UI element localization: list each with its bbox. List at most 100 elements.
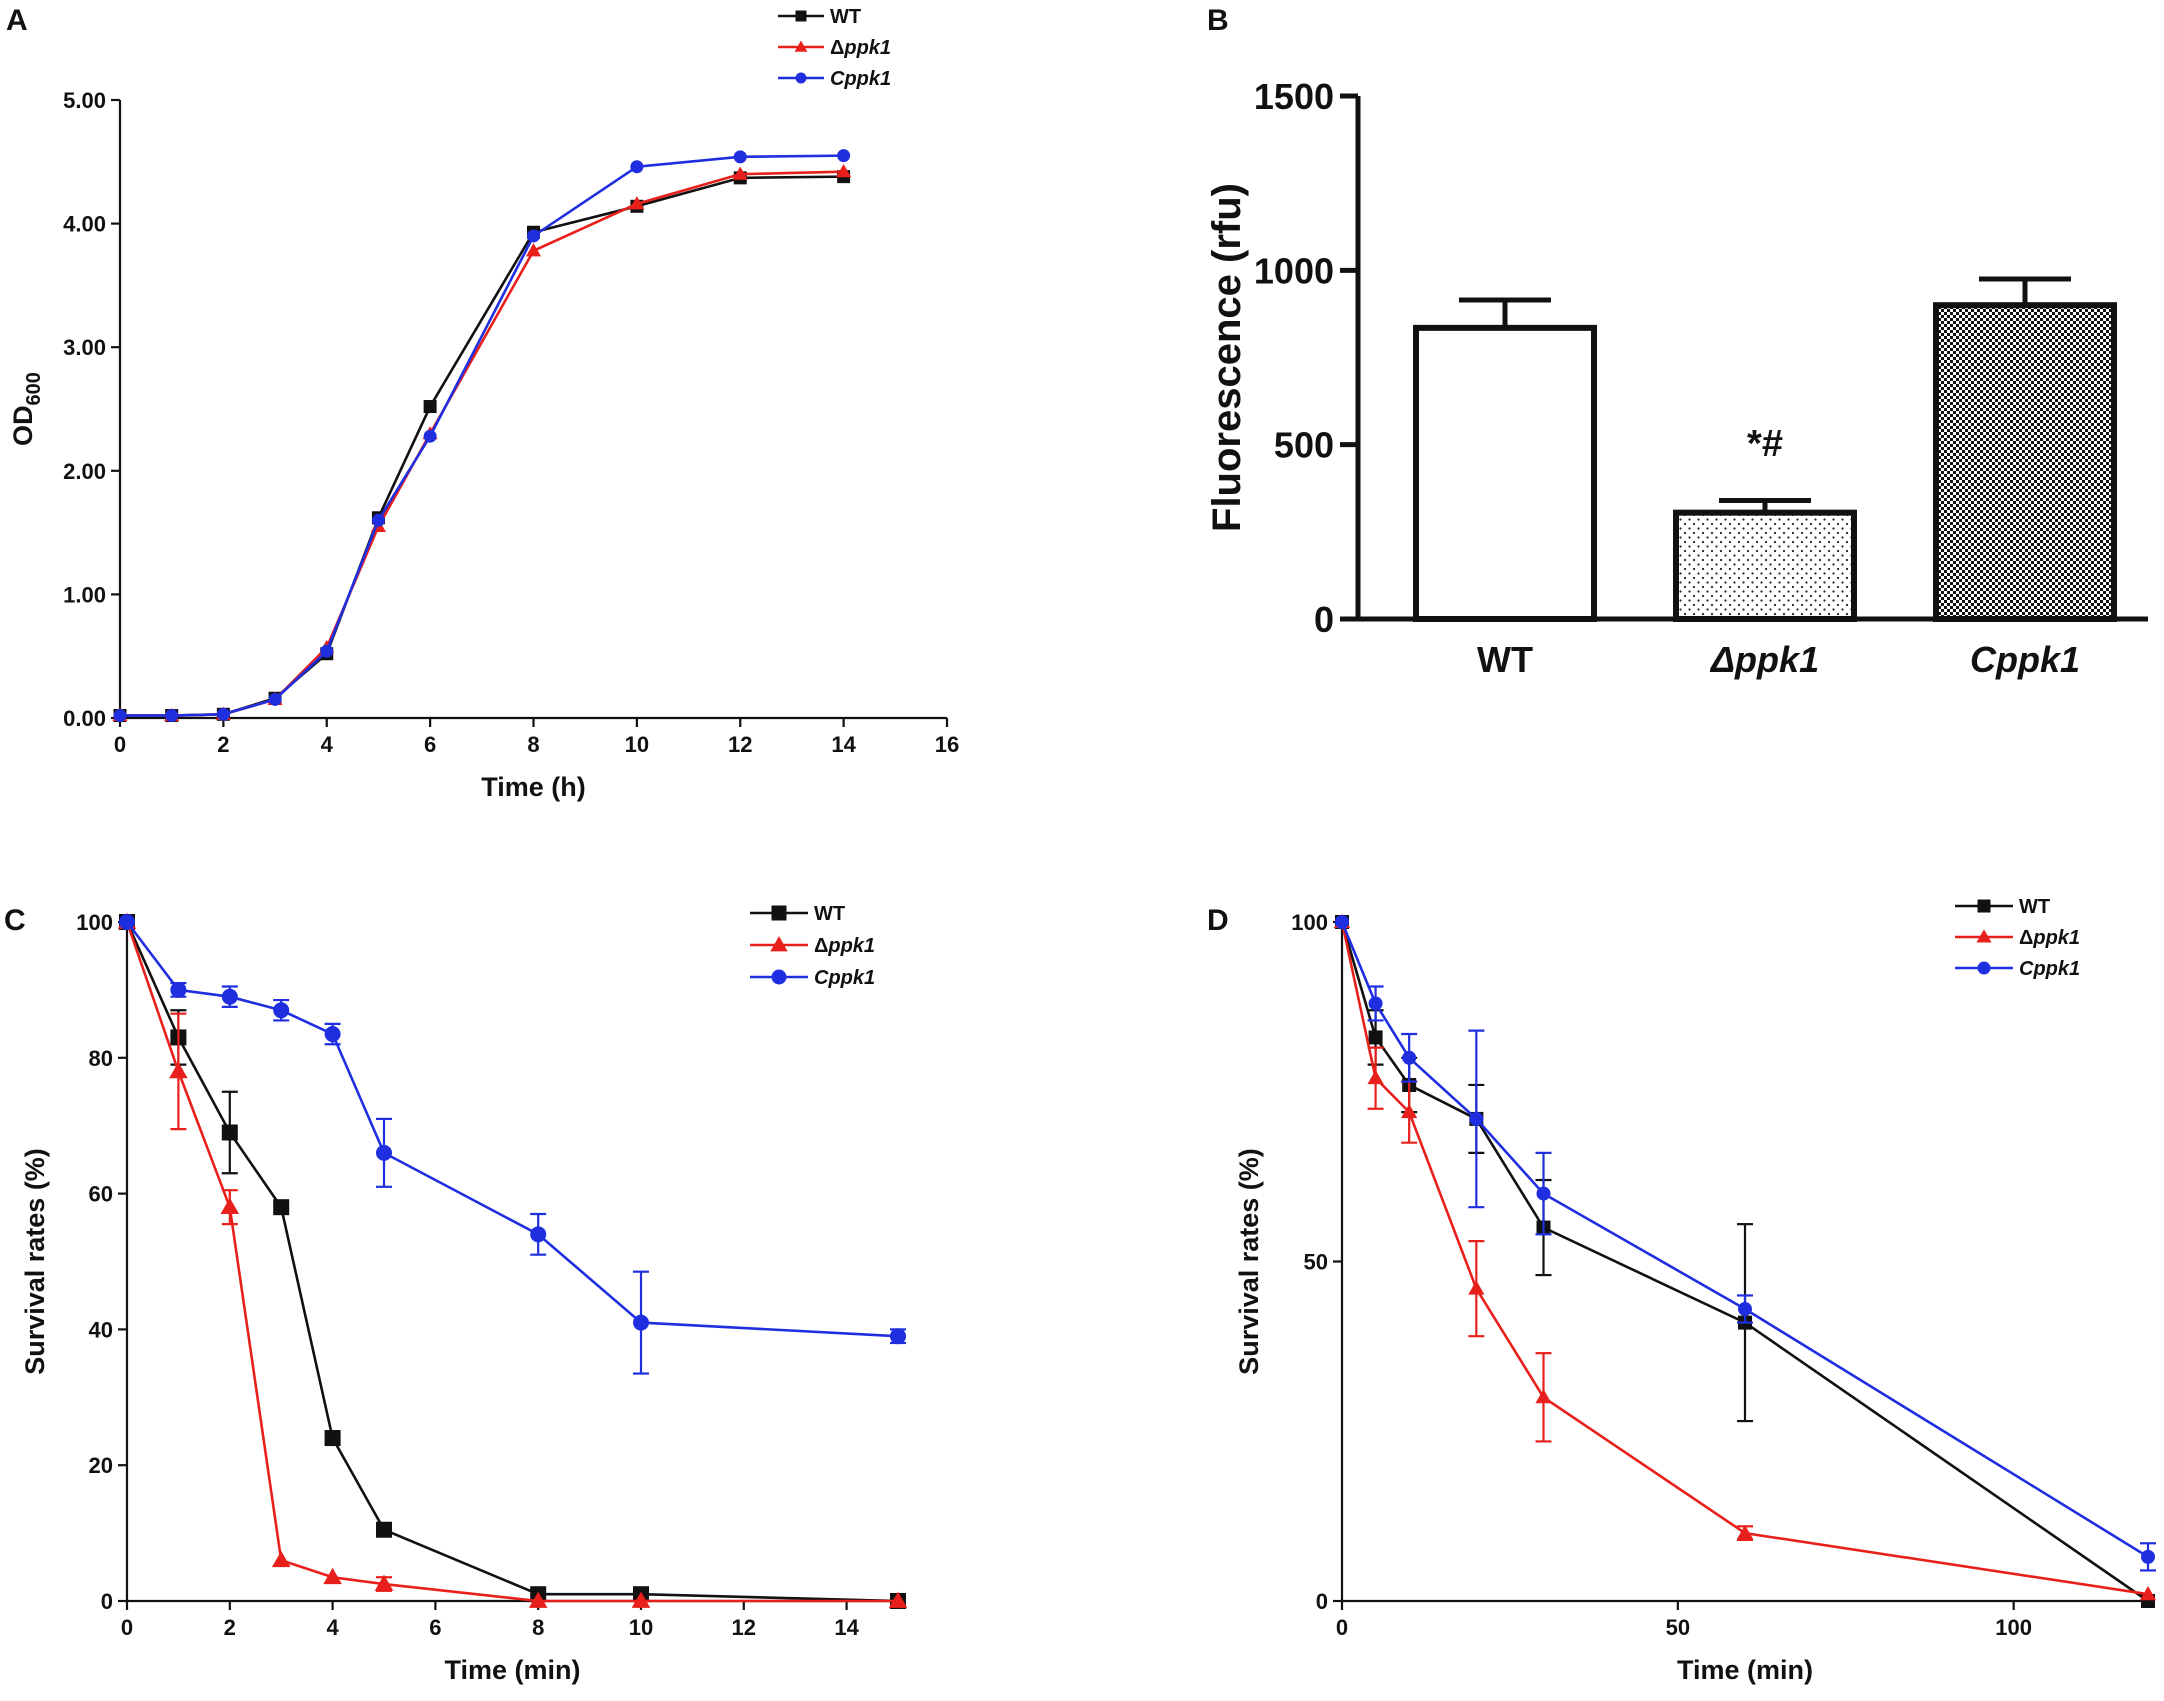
data-point bbox=[890, 1328, 906, 1345]
x-axis-title: Time (min) bbox=[444, 1655, 580, 1685]
data-point bbox=[1535, 1389, 1552, 1404]
data-point bbox=[1367, 1069, 1384, 1085]
panel-c: 0 2 4 6 8 10 12 14 0 20 40 60 80 100 Time (min) Surviva… bbox=[4, 903, 908, 1685]
legend-label: Δppk1 bbox=[2019, 927, 2080, 949]
data-point bbox=[1468, 1280, 1485, 1295]
y-axis-title: OD600 bbox=[8, 372, 45, 446]
y-tick-label: 40 bbox=[89, 1317, 113, 1342]
x-tick-label: 12 bbox=[732, 1615, 756, 1640]
x-tick-label: 14 bbox=[831, 732, 856, 757]
data-point bbox=[629, 196, 645, 210]
data-point bbox=[631, 1591, 651, 1608]
data-point bbox=[165, 709, 179, 723]
data-point bbox=[888, 1591, 908, 1608]
series-delta-ppk1 bbox=[112, 164, 852, 722]
y-axis-title: Fluorescence (rfu) bbox=[1205, 183, 1249, 532]
legend: WT Δppk1 Cppk1 bbox=[1955, 896, 2080, 980]
x-tick-label: 10 bbox=[625, 732, 649, 757]
data-point bbox=[1736, 1524, 1754, 1540]
data-point bbox=[528, 1591, 548, 1608]
legend: WT Δppk1 Cppk1 bbox=[778, 6, 891, 90]
legend-label: Cppk1 bbox=[830, 68, 891, 90]
data-point bbox=[2141, 1549, 2155, 1564]
x-tick-label: 0 bbox=[121, 1615, 133, 1640]
data-point bbox=[1401, 1103, 1418, 1119]
bar bbox=[1673, 509, 1857, 623]
data-point bbox=[271, 1550, 291, 1568]
x-tick-label: 0 bbox=[114, 732, 126, 757]
legend-label: Δppk1 bbox=[830, 37, 891, 59]
x-tick-label: 4 bbox=[321, 732, 334, 757]
x-tick-label: 4 bbox=[326, 1615, 339, 1640]
data-point bbox=[633, 1314, 649, 1331]
series-line bbox=[120, 175, 844, 717]
data-point bbox=[374, 1574, 394, 1591]
data-point bbox=[1402, 1050, 1417, 1065]
series-cppk1 bbox=[119, 914, 906, 1375]
data-point bbox=[324, 1026, 341, 1043]
y-tick-label: 0.00 bbox=[63, 706, 106, 731]
bar bbox=[1933, 302, 2117, 622]
x-tick-label: 0 bbox=[1336, 1615, 1348, 1640]
x-tick-label: 6 bbox=[429, 1615, 441, 1640]
x-tick-label: 8 bbox=[527, 732, 539, 757]
y-tick-label: 1.00 bbox=[63, 582, 106, 607]
series-line bbox=[125, 921, 898, 1603]
series-cppk1 bbox=[1335, 915, 2156, 1572]
data-point bbox=[2139, 1585, 2157, 1601]
y-tick-label: 2.00 bbox=[63, 459, 106, 484]
y-axis-title: Survival rates (%) bbox=[20, 1148, 50, 1375]
legend-marker bbox=[1977, 899, 1991, 913]
legend-label: WT bbox=[814, 903, 845, 925]
legend-marker bbox=[770, 936, 788, 952]
y-axis-title: Survival rates (%) bbox=[1234, 1148, 1264, 1375]
series-delta-ppk1 bbox=[117, 912, 908, 1608]
data-point bbox=[221, 1124, 238, 1141]
x-tick-label: 10 bbox=[629, 1615, 653, 1640]
data-point bbox=[220, 1197, 240, 1215]
legend-marker bbox=[771, 969, 787, 985]
data-point bbox=[423, 429, 437, 443]
panel-d: 0 50 100 0 50 100 Time (min) Survival rates (%)… bbox=[1207, 896, 2157, 1685]
legend-marker bbox=[1977, 961, 1991, 975]
legend-label: Cppk1 bbox=[2019, 958, 2080, 980]
data-point bbox=[1536, 1186, 1551, 1201]
legend-label: Δppk1 bbox=[814, 935, 875, 957]
x-tick-label: 12 bbox=[728, 732, 752, 757]
data-point bbox=[732, 166, 748, 180]
x-tick-label: 8 bbox=[532, 1615, 544, 1640]
bar-group-3: Cppk1 bbox=[1933, 276, 2117, 680]
x-tick-label: 2 bbox=[224, 1615, 236, 1640]
data-point bbox=[170, 981, 187, 998]
data-point bbox=[320, 644, 334, 658]
series-line bbox=[120, 154, 844, 717]
data-point bbox=[273, 1002, 290, 1019]
x-tick-label: Δppk1 bbox=[1709, 639, 1819, 680]
data-point bbox=[113, 709, 127, 723]
y-tick-label: 0 bbox=[1316, 1589, 1328, 1614]
x-tick-label: 50 bbox=[1666, 1615, 1690, 1640]
x-tick-label: 6 bbox=[424, 732, 436, 757]
y-tick-label: 60 bbox=[89, 1182, 113, 1207]
data-point bbox=[837, 149, 851, 163]
data-point bbox=[1335, 915, 1349, 929]
y-tick-label: 50 bbox=[1304, 1250, 1328, 1275]
panel-a: 0 2 4 6 8 10 12 14 16 0.00 1.00 2.00 3.00 4.00 5.00 Tim… bbox=[6, 4, 959, 802]
y-tick-label: 100 bbox=[76, 910, 113, 935]
data-point bbox=[525, 243, 542, 257]
legend-label: Cppk1 bbox=[814, 967, 875, 989]
data-point bbox=[221, 988, 238, 1005]
data-point bbox=[423, 400, 437, 414]
series-line bbox=[120, 170, 844, 717]
data-point bbox=[376, 1521, 392, 1538]
data-point bbox=[1469, 1111, 1484, 1126]
y-tick-label: 80 bbox=[89, 1046, 113, 1071]
y-tick-label: 20 bbox=[89, 1453, 113, 1478]
legend-marker bbox=[795, 10, 807, 22]
data-point bbox=[530, 1226, 547, 1243]
y-tick-label: 3.00 bbox=[63, 335, 106, 360]
legend-marker bbox=[1976, 929, 1992, 943]
panel-b: 0 500 1000 1500 Fluorescence (rfu) WT Δppk1 Cpp… bbox=[1205, 4, 2148, 680]
series-cppk1 bbox=[113, 149, 851, 723]
